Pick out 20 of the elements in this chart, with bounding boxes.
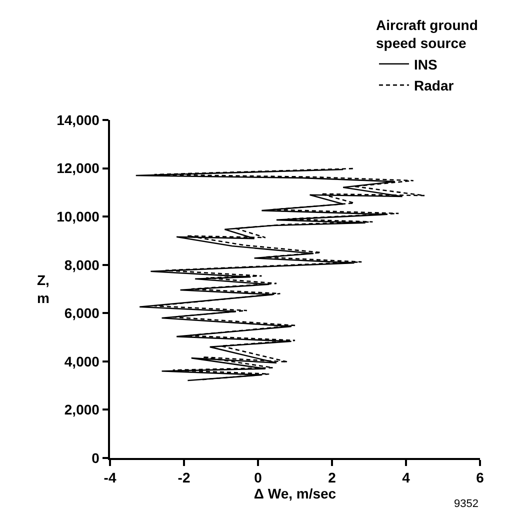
legend-label: INS	[414, 56, 438, 72]
x-tick-label: 6	[476, 470, 484, 486]
y-tick-label: 8,000	[64, 256, 100, 273]
x-tick-label: 2	[328, 470, 336, 486]
x-tick-label: -2	[178, 470, 190, 486]
y-tick-label: 0	[92, 450, 100, 466]
y-tick-label: 10,000	[56, 208, 100, 224]
y-axis-title: Z, m	[37, 272, 50, 306]
text: 9352	[454, 498, 478, 510]
x-tick-label: 0	[254, 470, 262, 486]
legend-title: Aircraft ground speed source	[376, 17, 478, 52]
y-tick-label: 12,000	[56, 160, 100, 176]
y-tick-label: 14,000	[56, 112, 100, 128]
x-tick-label: -4	[104, 470, 116, 486]
y-tick-label: 6,000	[64, 305, 100, 322]
x-axis-title: Δ We, m/sec	[254, 486, 336, 502]
x-tick-label: 4	[402, 470, 410, 486]
legend-label: Radar	[414, 78, 454, 94]
y-tick-label: 2,000	[64, 402, 100, 418]
y-tick-label: 4,000	[64, 353, 100, 370]
